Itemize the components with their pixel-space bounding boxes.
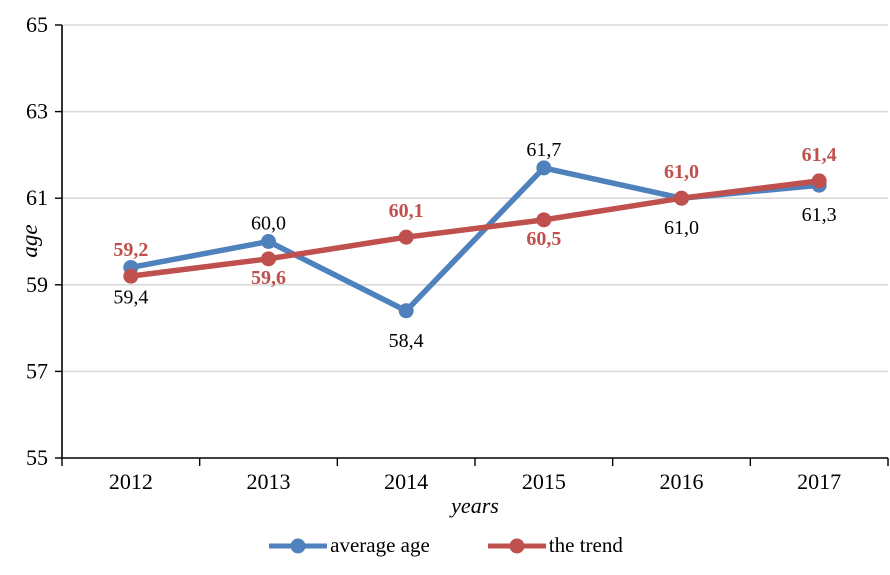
- data-point: [261, 251, 276, 267]
- legend-label-the-trend: the trend: [548, 533, 623, 557]
- data-label: 59,6: [251, 267, 286, 289]
- x-tick-label: 2014: [384, 469, 428, 494]
- data-point: [398, 303, 414, 319]
- data-labels-the-trend: 59,2 59,6 60,1 60,5 61,0 61,4: [113, 144, 836, 289]
- data-point: [398, 229, 414, 245]
- legend-item-the-trend: the trend: [486, 533, 623, 558]
- data-point: [123, 268, 139, 284]
- data-label: 61,4: [802, 144, 837, 166]
- axes: 55 57 59 61 63 65 2012 2013 2014 2015 2016 2017: [26, 12, 889, 494]
- legend-item-average-age: average age: [267, 533, 430, 558]
- series-average-age: [123, 160, 827, 319]
- gridlines: [62, 24, 888, 373]
- data-label: 61,7: [526, 139, 561, 161]
- y-tick-label: 55: [26, 445, 48, 470]
- data-label: 60,1: [389, 200, 424, 222]
- data-label: 60,5: [526, 228, 561, 250]
- data-point: [536, 160, 552, 176]
- y-tick-label: 63: [26, 99, 48, 124]
- series-the-trend: [123, 173, 827, 284]
- y-tick-label: 65: [26, 12, 48, 37]
- legend-label-average-age: average age: [330, 533, 430, 557]
- data-point: [811, 173, 827, 189]
- data-label: 58,4: [389, 330, 424, 352]
- the-trend-legend-marker-icon: [487, 538, 546, 553]
- y-axis-title: age: [17, 224, 42, 258]
- x-tick-label: 2017: [797, 469, 841, 494]
- average-age-legend-marker-icon: [269, 538, 328, 553]
- data-label: 61,3: [802, 204, 837, 226]
- data-point: [261, 234, 276, 249]
- data-point: [674, 190, 689, 206]
- data-label: 59,4: [113, 286, 148, 308]
- data-labels-average-age: 59,4 60,0 58,4 61,7 61,0 61,3: [113, 139, 836, 352]
- x-tick-label: 2015: [522, 469, 566, 494]
- y-tick-label: 59: [26, 272, 48, 297]
- data-label: 61,0: [664, 161, 699, 183]
- data-label: 60,0: [251, 213, 286, 235]
- y-tick-label: 61: [26, 185, 48, 210]
- data-label: 61,0: [664, 217, 699, 239]
- legend: average age the trend: [0, 533, 890, 558]
- data-point: [536, 212, 552, 228]
- x-tick-label: 2013: [247, 469, 291, 494]
- x-tick-label: 2012: [109, 469, 153, 494]
- y-tick-label: 57: [26, 358, 48, 383]
- data-label: 59,2: [113, 239, 148, 261]
- x-tick-label: 2016: [660, 469, 704, 494]
- x-axis-title: years: [451, 493, 499, 518]
